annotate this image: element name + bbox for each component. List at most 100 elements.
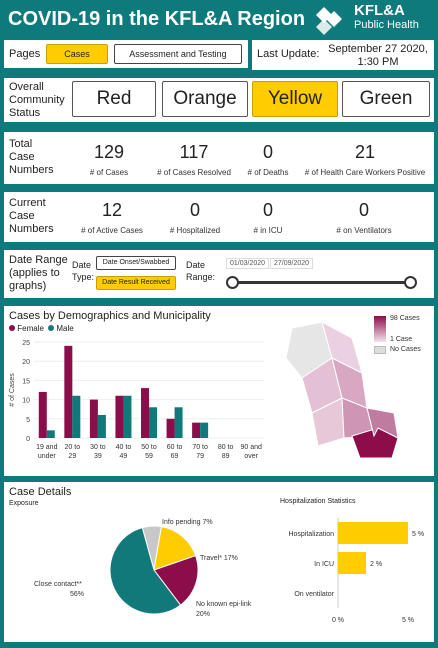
icu-label: # in ICU — [253, 226, 283, 235]
x-tick-label: 50 to — [141, 444, 157, 451]
bar-female[interactable] — [115, 395, 124, 438]
bar-male[interactable] — [200, 422, 209, 438]
x-tick-label: 59 — [145, 453, 153, 460]
status-yellow[interactable]: Yellow — [252, 81, 338, 117]
exposure-subtitle: Exposure — [9, 500, 39, 507]
bar-male[interactable] — [149, 407, 157, 438]
tab-assessment-testing[interactable]: Assessment and Testing — [114, 44, 242, 64]
total-cases-label: # of Cases — [89, 168, 129, 177]
x-tick-label: 79 — [196, 453, 204, 460]
bar-female[interactable] — [141, 388, 149, 438]
date-type-result-button[interactable]: Date Result Received — [96, 276, 176, 290]
hosp-category-label: In ICU — [314, 561, 334, 568]
status-label-2: Community — [9, 94, 65, 106]
date-slider-start-handle[interactable] — [226, 276, 239, 289]
date-start-input[interactable]: 01/03/2020 — [226, 258, 270, 269]
status-red[interactable]: Red — [72, 81, 156, 117]
ventilators-value: 0 — [358, 200, 369, 220]
x-tick-label: 19 and — [36, 444, 58, 451]
bar-female[interactable] — [38, 391, 47, 438]
last-update-label: Last Update: — [257, 48, 320, 60]
date-type-onset-button[interactable]: Date Onset/Swabbed — [96, 256, 176, 270]
totals-label-2: Case — [9, 151, 35, 163]
bar-male[interactable] — [97, 414, 106, 438]
y-tick-label: 5 — [26, 417, 30, 424]
x-tick-label: over — [244, 453, 258, 460]
status-green[interactable]: Green — [342, 81, 430, 117]
last-update-panel: Last Update: September 27 2020, 1:30 PM — [252, 40, 434, 70]
pie-label: Info pending 7% — [162, 519, 213, 526]
hosp-category-label: On ventilator — [294, 591, 334, 598]
pie-slice[interactable] — [109, 526, 182, 615]
date-range-label-2: (applies to — [9, 267, 60, 279]
bar-male[interactable] — [46, 430, 55, 438]
hcw-positive-label: # of Health Care Workers Positive — [304, 168, 426, 177]
x-tick-label: 49 — [120, 453, 128, 460]
legend-female-label: Female — [17, 324, 44, 333]
bar-female[interactable] — [64, 345, 73, 438]
pie-label: No known epi-link — [196, 601, 252, 608]
pages-panel: Pages Cases Assessment and Testing — [4, 40, 248, 68]
status-orange[interactable]: Orange — [162, 81, 248, 117]
status-label-1: Overall — [9, 81, 44, 93]
map-legend-none-swatch — [374, 346, 386, 354]
tab-cases[interactable]: Cases — [46, 44, 108, 64]
kfla-logo-icon — [316, 7, 342, 35]
date-range-label-1: Date Range — [9, 254, 68, 266]
ventilators-label: # on Ventilators — [336, 226, 392, 235]
date-end-input[interactable]: 27/09/2020 — [270, 258, 314, 269]
pie-label: Close contact** — [34, 581, 82, 588]
x-tick-label: 90 and — [241, 444, 263, 451]
bar-male[interactable] — [72, 395, 81, 438]
cases-demographics-chart: 0 5 10 15 20 25 # of Cases 19 and under 20 to 29 30… — [9, 340, 264, 460]
demographics-panel: Cases by Demographics and Municipality F… — [4, 306, 434, 476]
hosp-x-tick: 5 % — [402, 617, 414, 624]
map-legend-max: 98 Cases — [390, 315, 420, 322]
deaths-value: 0 — [262, 142, 273, 162]
pages-label: Pages — [9, 48, 41, 60]
x-tick-label: 29 — [68, 453, 76, 460]
hosp-value-label: 2 % — [370, 561, 382, 568]
hosp-x-tick: 0 % — [332, 617, 344, 624]
community-status-panel: Overall Community Status Red Orange Yell… — [4, 78, 434, 122]
date-slider-end-handle[interactable] — [404, 276, 417, 289]
deaths-label: # of Deaths — [247, 168, 289, 177]
date-range-panel: Date Range (applies to graphs) Date Type… — [4, 250, 434, 298]
active-cases-value: 12 — [101, 200, 123, 220]
date-range-label-a: Date — [186, 260, 206, 270]
pie-value-label: 56% — [70, 591, 84, 598]
hosp-bar[interactable] — [338, 522, 408, 544]
x-tick-label: under — [38, 453, 57, 460]
pie-slice[interactable] — [153, 554, 199, 606]
totals-label-1: Total — [9, 138, 33, 150]
bar-female[interactable] — [89, 399, 98, 438]
x-tick-label: 69 — [171, 453, 179, 460]
bar-female[interactable] — [192, 422, 201, 438]
demographics-legend: Female Male — [9, 324, 74, 333]
y-axis-label: # of Cases — [9, 373, 16, 407]
bar-male[interactable] — [174, 407, 183, 438]
date-slider-track — [232, 281, 410, 284]
bar-male[interactable] — [123, 395, 132, 438]
hosp-bar[interactable] — [338, 552, 366, 574]
demographics-title: Cases by Demographics and Municipality — [9, 310, 211, 322]
map-legend-none: No Cases — [390, 346, 421, 353]
legend-male-label: Male — [56, 324, 74, 333]
x-tick-label: 89 — [222, 453, 230, 460]
hosp-category-label: Hospitalization — [288, 531, 334, 538]
map-legend-min: 1 Case — [390, 336, 413, 343]
cases-resolved-value: 117 — [179, 142, 209, 162]
current-label-1: Current — [9, 197, 46, 209]
y-tick-label: 25 — [22, 340, 30, 347]
date-type-label-1: Date — [72, 260, 92, 270]
hospitalized-label: # Hospitalized — [169, 226, 221, 235]
y-tick-label: 20 — [22, 359, 30, 366]
pie-value-label: 20% — [196, 611, 210, 618]
totals-label-3: Numbers — [9, 164, 54, 176]
status-label-3: Status — [9, 107, 41, 119]
map-region-east[interactable] — [366, 407, 399, 439]
date-range-label-b: Range: — [186, 272, 216, 282]
page-title: COVID-19 in the KFL&A Region — [8, 8, 306, 30]
bar-female[interactable] — [166, 418, 175, 438]
legend-female-dot — [9, 325, 15, 331]
